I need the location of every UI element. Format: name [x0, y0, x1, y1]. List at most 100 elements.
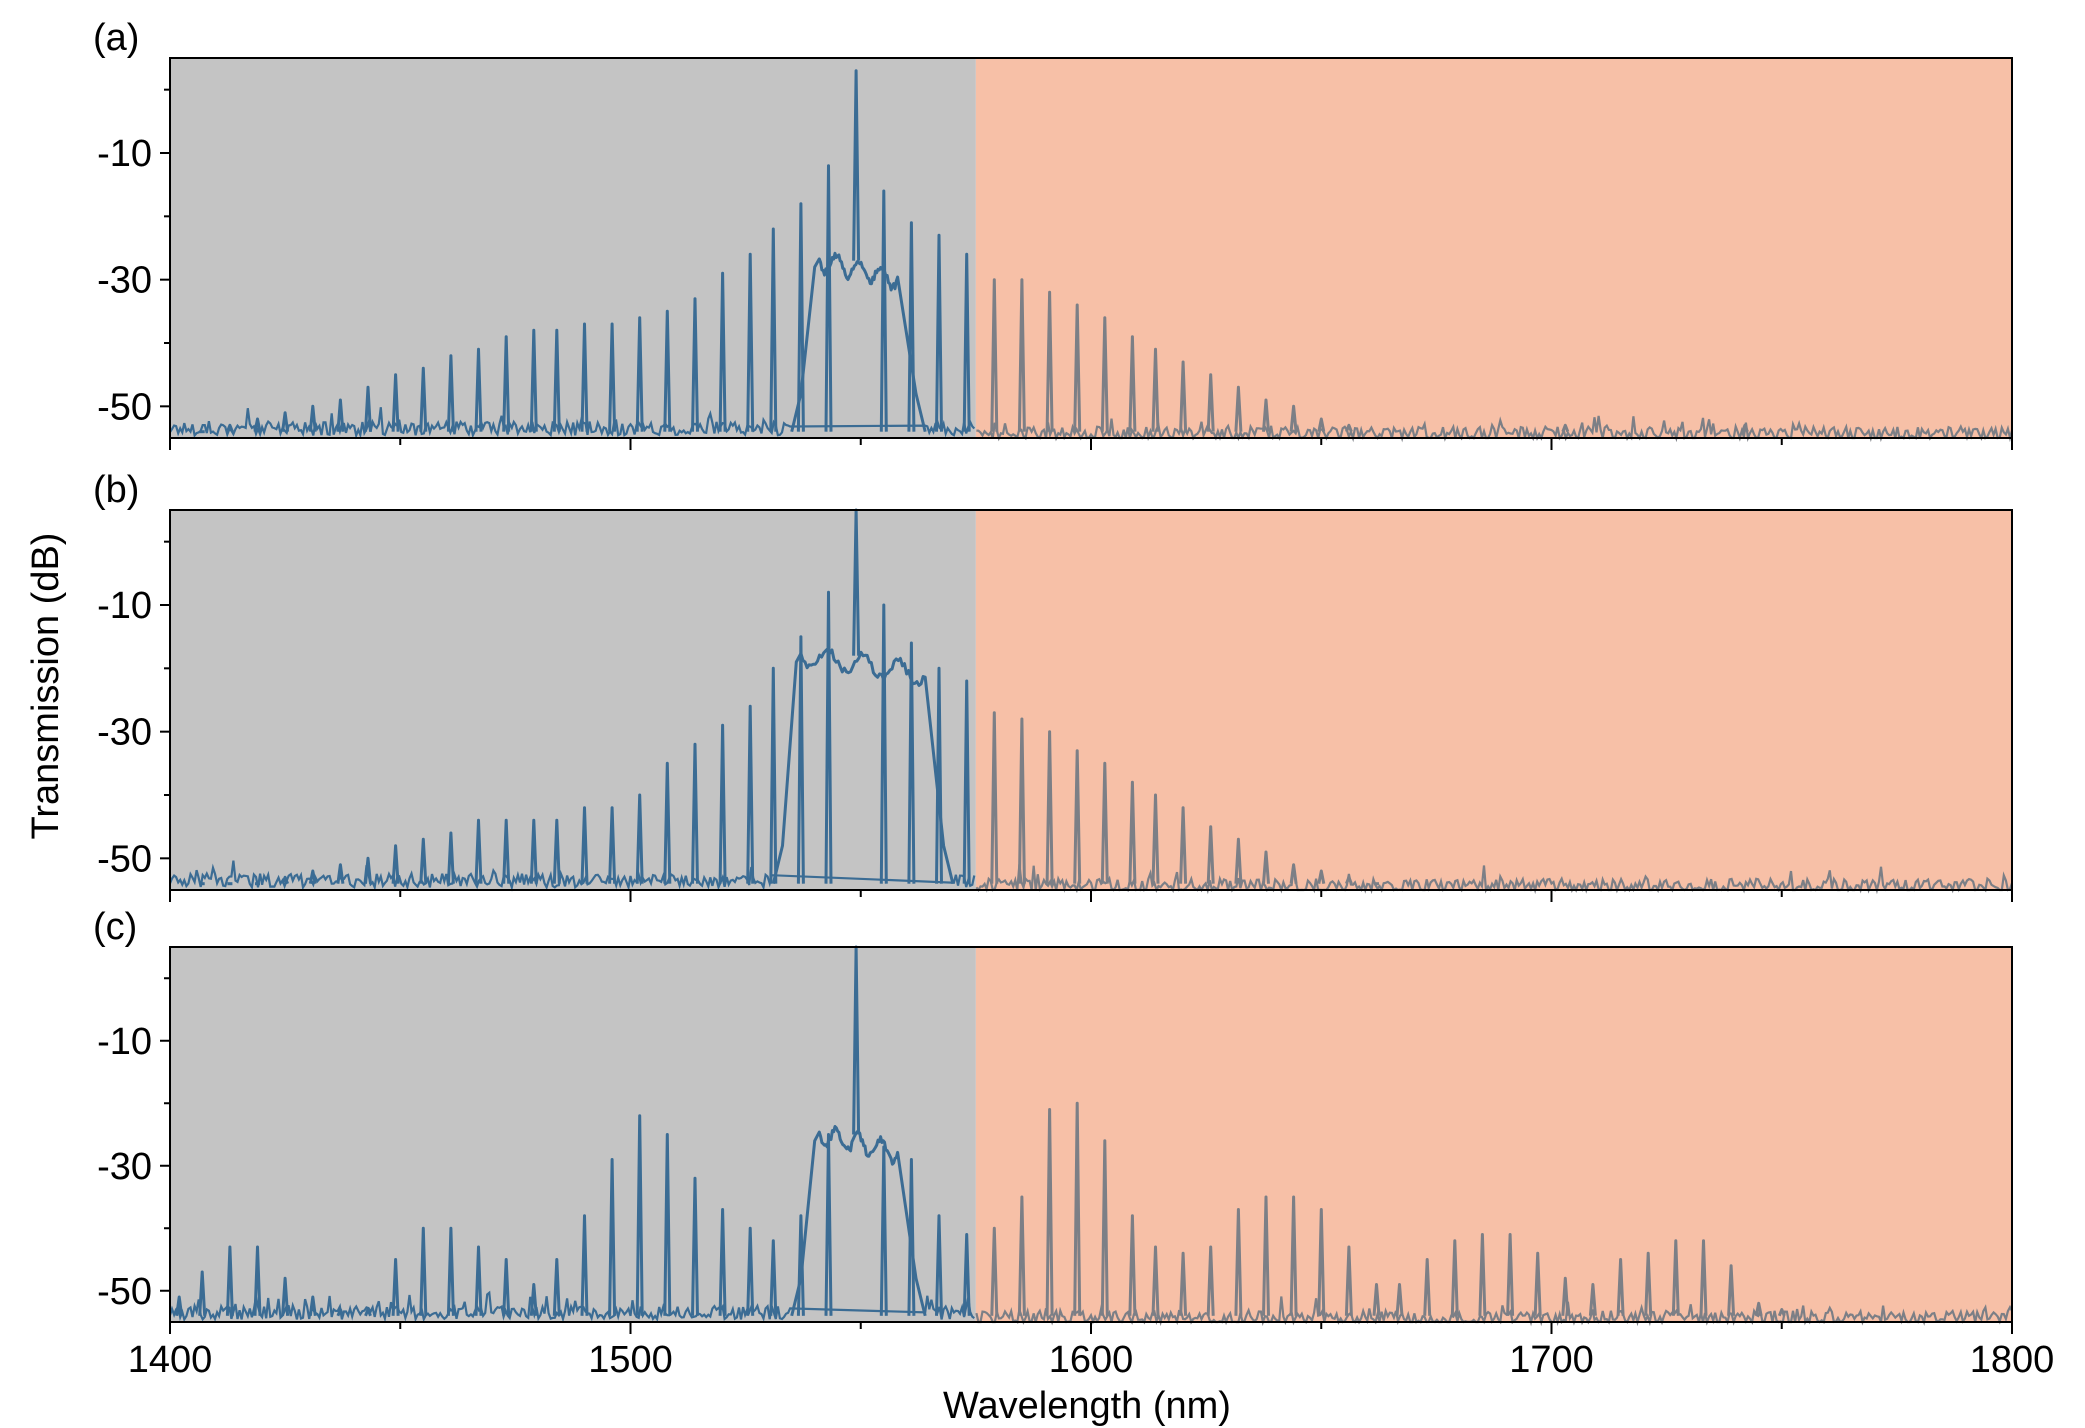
noise-floor-right: [976, 415, 2014, 443]
comb-line: [1699, 1239, 1708, 1316]
comb-line: [1234, 1208, 1243, 1316]
comb-line: [1644, 1251, 1653, 1316]
comb-line: [364, 1308, 372, 1317]
y-axis-label: Transmission (dB): [25, 533, 67, 840]
x-tick-label: 1500: [588, 1339, 673, 1381]
comb-line: [691, 1176, 699, 1316]
comb-line: [1017, 278, 1026, 432]
comb-line: [1073, 1101, 1082, 1316]
long-wavelength-region: [975, 58, 2012, 438]
comb-line: [1317, 869, 1326, 884]
comb-line: [446, 831, 455, 884]
long-wavelength-region: [975, 510, 2012, 890]
x-tick-label: 1600: [1049, 1339, 1134, 1381]
comb-line: [635, 793, 644, 884]
comb-line: [635, 316, 644, 432]
comb-line: [990, 278, 999, 432]
comb-line: [419, 366, 428, 432]
comb-line: [718, 723, 727, 884]
comb-line: [281, 875, 289, 885]
comb-line: [336, 398, 345, 432]
x-tick-label: 1700: [1509, 1339, 1594, 1381]
comb-line: [1344, 1245, 1353, 1316]
comb-line: [718, 1208, 727, 1316]
panel-a: -10 -30 -50 (a): [93, 17, 2014, 450]
comb-line: [663, 309, 672, 432]
comb-line: [1588, 1283, 1597, 1316]
comb-line: [1289, 1195, 1298, 1316]
comb-line: [663, 1133, 672, 1316]
comb-line: [580, 806, 589, 884]
comb-line: [663, 761, 672, 884]
comb-line: [1128, 335, 1137, 432]
comb-line: [1317, 417, 1326, 432]
long-wavelength-region: [975, 947, 2012, 1322]
comb-line: [691, 297, 699, 432]
comb-line: [1045, 290, 1054, 432]
comb-line: [1450, 1239, 1459, 1316]
comb-line: [824, 1133, 833, 1316]
comb-line: [1100, 1139, 1109, 1316]
x-axis-label: Wavelength (nm): [943, 1385, 1231, 1427]
y-tick-label: -50: [97, 838, 152, 880]
comb-line: [1754, 1301, 1763, 1317]
comb-line: [746, 1226, 755, 1316]
x-tick-label: 1400: [128, 1339, 213, 1381]
y-tick-label: -30: [97, 712, 152, 754]
comb-line: [1206, 1245, 1215, 1316]
comb-line: [907, 641, 916, 884]
comb-line: [1017, 717, 1026, 884]
comb-line: [529, 1283, 538, 1316]
comb-line: [962, 679, 971, 884]
comb-line: [1506, 1233, 1515, 1316]
plateau-trace: [771, 647, 955, 885]
y-tick-label: -10: [97, 585, 152, 627]
comb-line: [769, 666, 778, 884]
comb-line: [502, 335, 511, 432]
comb-line: [1561, 1276, 1570, 1316]
comb-line: [580, 1214, 589, 1316]
y-tick-label: -30: [97, 1146, 152, 1188]
x-tick-label: 1800: [1970, 1339, 2055, 1381]
comb-line: [226, 423, 234, 433]
short-wavelength-region: [170, 947, 976, 1322]
comb-line: [529, 818, 538, 884]
comb-line: [824, 164, 833, 432]
panel-c: 1400 1500 1600 1700 1800 -10 -30 -50 (c): [93, 906, 2054, 1381]
comb-line: [1073, 303, 1082, 432]
comb-line: [391, 844, 400, 884]
comb-line: [336, 1308, 345, 1317]
comb-line: [879, 189, 888, 432]
comb-line: [552, 328, 561, 432]
comb-line: [1100, 761, 1109, 884]
spectrum-trace: [168, 508, 2014, 895]
noise-floor-right: [975, 1296, 2013, 1327]
panel-label: (a): [93, 17, 139, 59]
comb-line: [796, 202, 805, 432]
comb-line: [391, 373, 400, 432]
comb-line: [391, 1258, 400, 1316]
comb-line: [1372, 1283, 1381, 1316]
comb-line: [608, 322, 617, 432]
comb-line: [796, 635, 805, 884]
comb-line: [1073, 749, 1082, 884]
comb-line: [308, 1295, 317, 1316]
pump-line: [852, 69, 861, 261]
comb-line: [308, 404, 317, 432]
comb-line: [990, 1226, 999, 1316]
comb-line: [364, 385, 372, 432]
comb-line: [474, 1245, 483, 1316]
comb-line: [608, 1158, 617, 1316]
comb-line: [502, 1258, 511, 1316]
comb-line: [281, 411, 290, 432]
spectrum-trace: [168, 945, 2013, 1327]
comb-line: [1478, 1233, 1487, 1316]
comb-line: [1234, 385, 1243, 432]
comb-line: [1045, 730, 1054, 884]
comb-line: [552, 1258, 561, 1316]
comb-line: [907, 221, 916, 432]
comb-line: [1345, 423, 1353, 433]
comb-line: [253, 417, 262, 432]
comb-line: [580, 322, 589, 432]
